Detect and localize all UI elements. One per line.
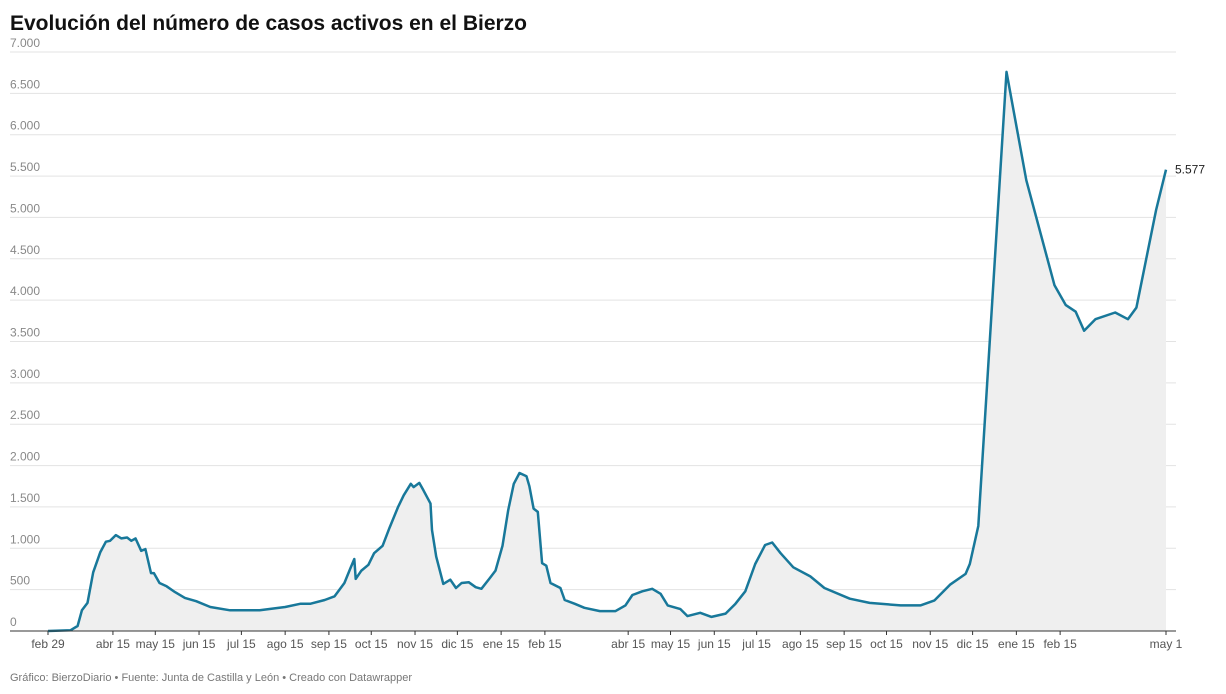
y-tick-label: 1.000 xyxy=(10,532,40,546)
y-tick-label: 6.500 xyxy=(10,77,40,91)
y-tick-label: 6.000 xyxy=(10,119,40,133)
x-tick-label: feb 15 xyxy=(528,637,562,651)
y-tick-label: 7.000 xyxy=(10,36,40,50)
source: Gráfico: BierzoDiario • Fuente: Junta de… xyxy=(10,672,412,684)
x-tick-label: jun 15 xyxy=(697,637,731,651)
value-label: 5.577 xyxy=(1175,163,1205,177)
x-tick-label: feb 15 xyxy=(1043,637,1077,651)
x-tick-label: may 1 xyxy=(1150,637,1183,651)
y-tick-label: 3.500 xyxy=(10,326,40,340)
x-tick-label: jul 15 xyxy=(226,637,256,651)
x-tick-label: oct 15 xyxy=(355,637,388,651)
x-tick-label: ago 15 xyxy=(267,637,304,651)
x-tick-label: dic 15 xyxy=(441,637,473,651)
y-tick-label: 2.500 xyxy=(10,408,40,422)
x-tick-label: sep 15 xyxy=(311,637,347,651)
y-tick-label: 4.500 xyxy=(10,243,40,257)
line xyxy=(47,70,1168,633)
x-tick-label: ene 15 xyxy=(483,637,520,651)
x-tick-label: oct 15 xyxy=(870,637,903,651)
x-tick-label: nov 15 xyxy=(397,637,433,651)
area xyxy=(48,71,1166,631)
chart-title: Evolución del número de casos activos en… xyxy=(10,12,527,35)
x-tick-label: ago 15 xyxy=(782,637,819,651)
y-tick-label: 2.000 xyxy=(10,450,40,464)
y-tick-label: 4.000 xyxy=(10,284,40,298)
y-tick-label: 500 xyxy=(10,574,30,588)
y-tick-label: 5.000 xyxy=(10,201,40,215)
x-tick-label: dic 15 xyxy=(957,637,989,651)
y-tick-label: 3.000 xyxy=(10,367,40,381)
x-tick-label: jun 15 xyxy=(182,637,216,651)
x-tick-label: abr 15 xyxy=(96,637,130,651)
x-tick-label: may 15 xyxy=(136,637,176,651)
x-tick-label: ene 15 xyxy=(998,637,1035,651)
y-tick-label: 5.500 xyxy=(10,160,40,174)
x-tick-label: feb 29 xyxy=(31,637,65,651)
y-tick-label: 0 xyxy=(10,615,17,629)
x-tick-label: abr 15 xyxy=(611,637,645,651)
x-tick-label: nov 15 xyxy=(912,637,948,651)
x-tick-label: may 15 xyxy=(651,637,691,651)
x-tick-label: jul 15 xyxy=(741,637,771,651)
y-tick-label: 1.500 xyxy=(10,491,40,505)
x-tick-label: sep 15 xyxy=(826,637,862,651)
